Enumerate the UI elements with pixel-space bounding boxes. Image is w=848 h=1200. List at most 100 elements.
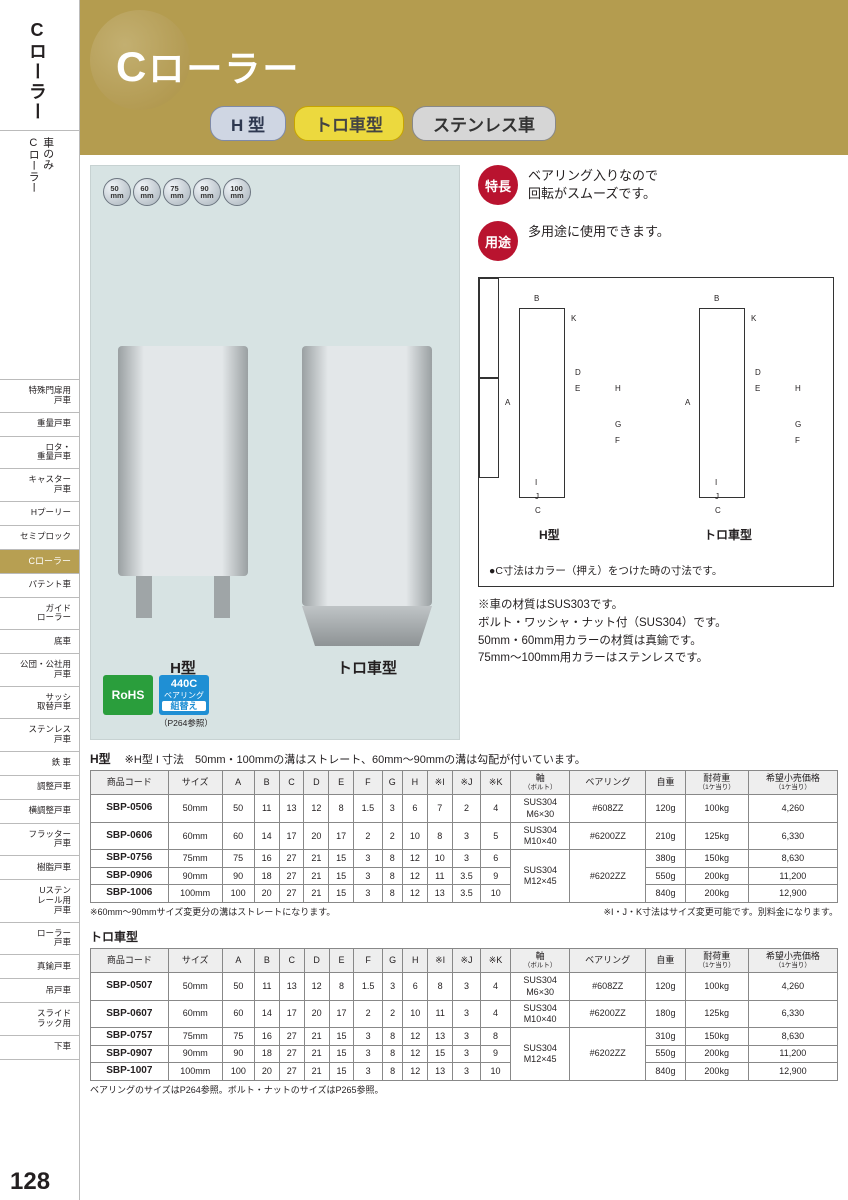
sidebar-nav: 特殊門扉用 戸車重量戸車ロタ・ 重量戸車キャスター 戸車HプーリーセミプロックC… <box>0 379 79 1060</box>
sidebar-item[interactable]: 吊戸車 <box>0 979 79 1003</box>
sidebar-item[interactable]: 底車 <box>0 630 79 654</box>
sidebar-item[interactable]: 調整戸車 <box>0 776 79 800</box>
sidebar-item[interactable]: ガイド ローラー <box>0 598 79 631</box>
table-header: ※I <box>428 948 453 972</box>
sidebar-item[interactable]: セミプロック <box>0 526 79 550</box>
table-header: 商品コード <box>91 948 169 972</box>
table-header: D <box>304 948 329 972</box>
table-header: A <box>222 948 254 972</box>
table-header: ※I <box>427 771 452 795</box>
feature-text: ベアリング入りなので 回転がスムーズです。 <box>528 165 658 203</box>
table-row: SBP-090790mm901827211538121539550g200kg1… <box>91 1045 838 1063</box>
table-header: E <box>329 948 354 972</box>
sidebar-item[interactable]: ローラー 戸車 <box>0 923 79 956</box>
table-header: サイズ <box>168 771 222 795</box>
table-row: SBP-1006100mm100202721153812133.510840g2… <box>91 885 838 903</box>
bearing-badge-note: （P264参照） <box>159 717 215 729</box>
table-h-footnote-left: ※60mm〜90mmサイズ変更分の溝はストレートになります。 <box>90 905 335 918</box>
sidebar-item[interactable]: 公団・公社用 戸車 <box>0 654 79 687</box>
table-header: 耐荷重（1ケ当り） <box>685 948 748 972</box>
sidebar-item[interactable]: 横調整戸車 <box>0 800 79 824</box>
hero-banner: Cローラー H 型トロ車型ステンレス車 <box>80 0 848 155</box>
type-pill: H 型 <box>210 106 286 141</box>
diagram-label-t: トロ車型 <box>704 526 752 543</box>
sidebar-item[interactable]: サッシ 取替戸車 <box>0 687 79 720</box>
page-number: 128 <box>10 1168 50 1196</box>
sidebar-item[interactable]: ステンレス 戸車 <box>0 719 79 752</box>
sidebar-item[interactable]: 下車 <box>0 1036 79 1060</box>
table-header: C <box>279 771 304 795</box>
dimension-diagram: A B D E H G F K I J C A B D E H G F K I <box>478 277 834 587</box>
table-header: 自重 <box>646 771 685 795</box>
feature-row: 特長 ベアリング入りなので 回転がスムーズです。 <box>478 165 834 205</box>
table-row: SBP-075775mm751627211538121338SUS304 M12… <box>91 1028 838 1046</box>
size-disc: 100 mm <box>223 178 251 206</box>
table-header: ベアリング <box>570 771 646 795</box>
use-badge: 用途 <box>478 221 518 261</box>
table-row: SBP-060660mm60141720172210835SUS304 M10×… <box>91 822 838 850</box>
feature-badge: 特長 <box>478 165 518 205</box>
table-header: ※J <box>453 948 481 972</box>
spec-table-h: 商品コードサイズABCDEFGH※I※J※K軸（ボルト）ベアリング自重耐荷重（1… <box>90 770 838 903</box>
table-header: G <box>382 948 402 972</box>
table-header: 耐荷重（1ケ当り） <box>685 771 748 795</box>
wheel-label-toro: トロ車型 <box>302 657 432 678</box>
use-row: 用途 多用途に使用できます。 <box>478 221 834 261</box>
table-header: H <box>403 771 428 795</box>
table-row: SBP-050750mm5011131281.536834SUS304 M6×3… <box>91 973 838 1001</box>
sidebar-item[interactable]: 重量戸車 <box>0 413 79 437</box>
table-row: SBP-090690mm90182721153812113.59550g200k… <box>91 867 838 885</box>
table-row: SBP-050650mm5011131281.536724SUS304 M6×3… <box>91 795 838 823</box>
table-header: 自重 <box>646 948 686 972</box>
table-header: 希望小売価格（1ケ当り） <box>748 771 837 795</box>
table-area: H型 ※H型 I 寸法 50mm・100mmの溝はストレート、60mm〜90mm… <box>90 750 838 1096</box>
sidebar-item[interactable]: Hプーリー <box>0 502 79 526</box>
table-header: ※K <box>480 948 510 972</box>
table-header: F <box>354 948 383 972</box>
sidebar-item[interactable]: Uステン レール用 戸車 <box>0 880 79 922</box>
table-header: F <box>354 771 382 795</box>
sidebar-item[interactable]: キャスター 戸車 <box>0 469 79 502</box>
sidebar-item[interactable]: フラッター 戸車 <box>0 824 79 857</box>
size-disc: 50 mm <box>103 178 131 206</box>
table-row: SBP-060760mm601417201722101134SUS304 M10… <box>91 1000 838 1028</box>
table-header: 軸（ボルト） <box>510 948 569 972</box>
table-header: ※J <box>452 771 480 795</box>
table-header: 商品コード <box>91 771 169 795</box>
table-header: 希望小売価格（1ケ当り） <box>748 948 837 972</box>
sidebar-item[interactable]: スライド ラック用 <box>0 1003 79 1036</box>
bearing-badge: 440C ベアリング 組替え <box>159 675 209 715</box>
sidebar-item[interactable]: 樹脂戸車 <box>0 856 79 880</box>
table-row: SBP-1007100mm10020272115381213310840g200… <box>91 1063 838 1081</box>
table-header: ※K <box>481 771 511 795</box>
sidebar: Cローラー 車のみ Cローラー 特殊門扉用 戸車重量戸車ロタ・ 重量戸車キャスタ… <box>0 0 80 1200</box>
table-h-footnote-right: ※I・J・K寸法はサイズ変更可能です。別料金になります。 <box>604 905 838 918</box>
table-t-footnote: ベアリングのサイズはP264参照。ボルト・ナットのサイズはP265参照。 <box>90 1083 384 1096</box>
table-row: SBP-075675mm751627211538121036SUS304 M12… <box>91 850 838 868</box>
sidebar-title: Cローラー <box>0 0 74 130</box>
table-h-note: ※H型 I 寸法 50mm・100mmの溝はストレート、60mm〜90mmの溝は… <box>125 751 586 767</box>
type-pills: H 型トロ車型ステンレス車 <box>210 106 556 141</box>
page-title: Cローラー <box>116 40 300 92</box>
table-header: C <box>279 948 304 972</box>
table-header: サイズ <box>168 948 222 972</box>
size-discs: 50 mm60 mm75 mm90 mm100 mm <box>103 178 251 206</box>
table-header: B <box>254 771 279 795</box>
sidebar-item[interactable]: Cローラー <box>0 550 79 574</box>
use-text: 多用途に使用できます。 <box>528 221 670 241</box>
sidebar-item[interactable]: 鉄 車 <box>0 752 79 776</box>
wheel-photo-toro <box>302 346 432 606</box>
type-pill: ステンレス車 <box>412 106 556 141</box>
table-header: A <box>222 771 254 795</box>
table-header: H <box>403 948 428 972</box>
sidebar-sub: 車のみ Cローラー <box>0 130 81 199</box>
sidebar-item[interactable]: パテント車 <box>0 574 79 598</box>
spec-table-toro: 商品コードサイズABCDEFGH※I※J※K軸（ボルト）ベアリング自重耐荷重（1… <box>90 948 838 1081</box>
sidebar-item[interactable]: 真鍮戸車 <box>0 955 79 979</box>
table-t-title: トロ車型 <box>90 928 138 945</box>
sidebar-item[interactable]: 特殊門扉用 戸車 <box>0 379 79 413</box>
table-h-title: H型 <box>90 750 111 767</box>
sidebar-item[interactable]: ロタ・ 重量戸車 <box>0 437 79 470</box>
size-disc: 75 mm <box>163 178 191 206</box>
size-disc: 90 mm <box>193 178 221 206</box>
